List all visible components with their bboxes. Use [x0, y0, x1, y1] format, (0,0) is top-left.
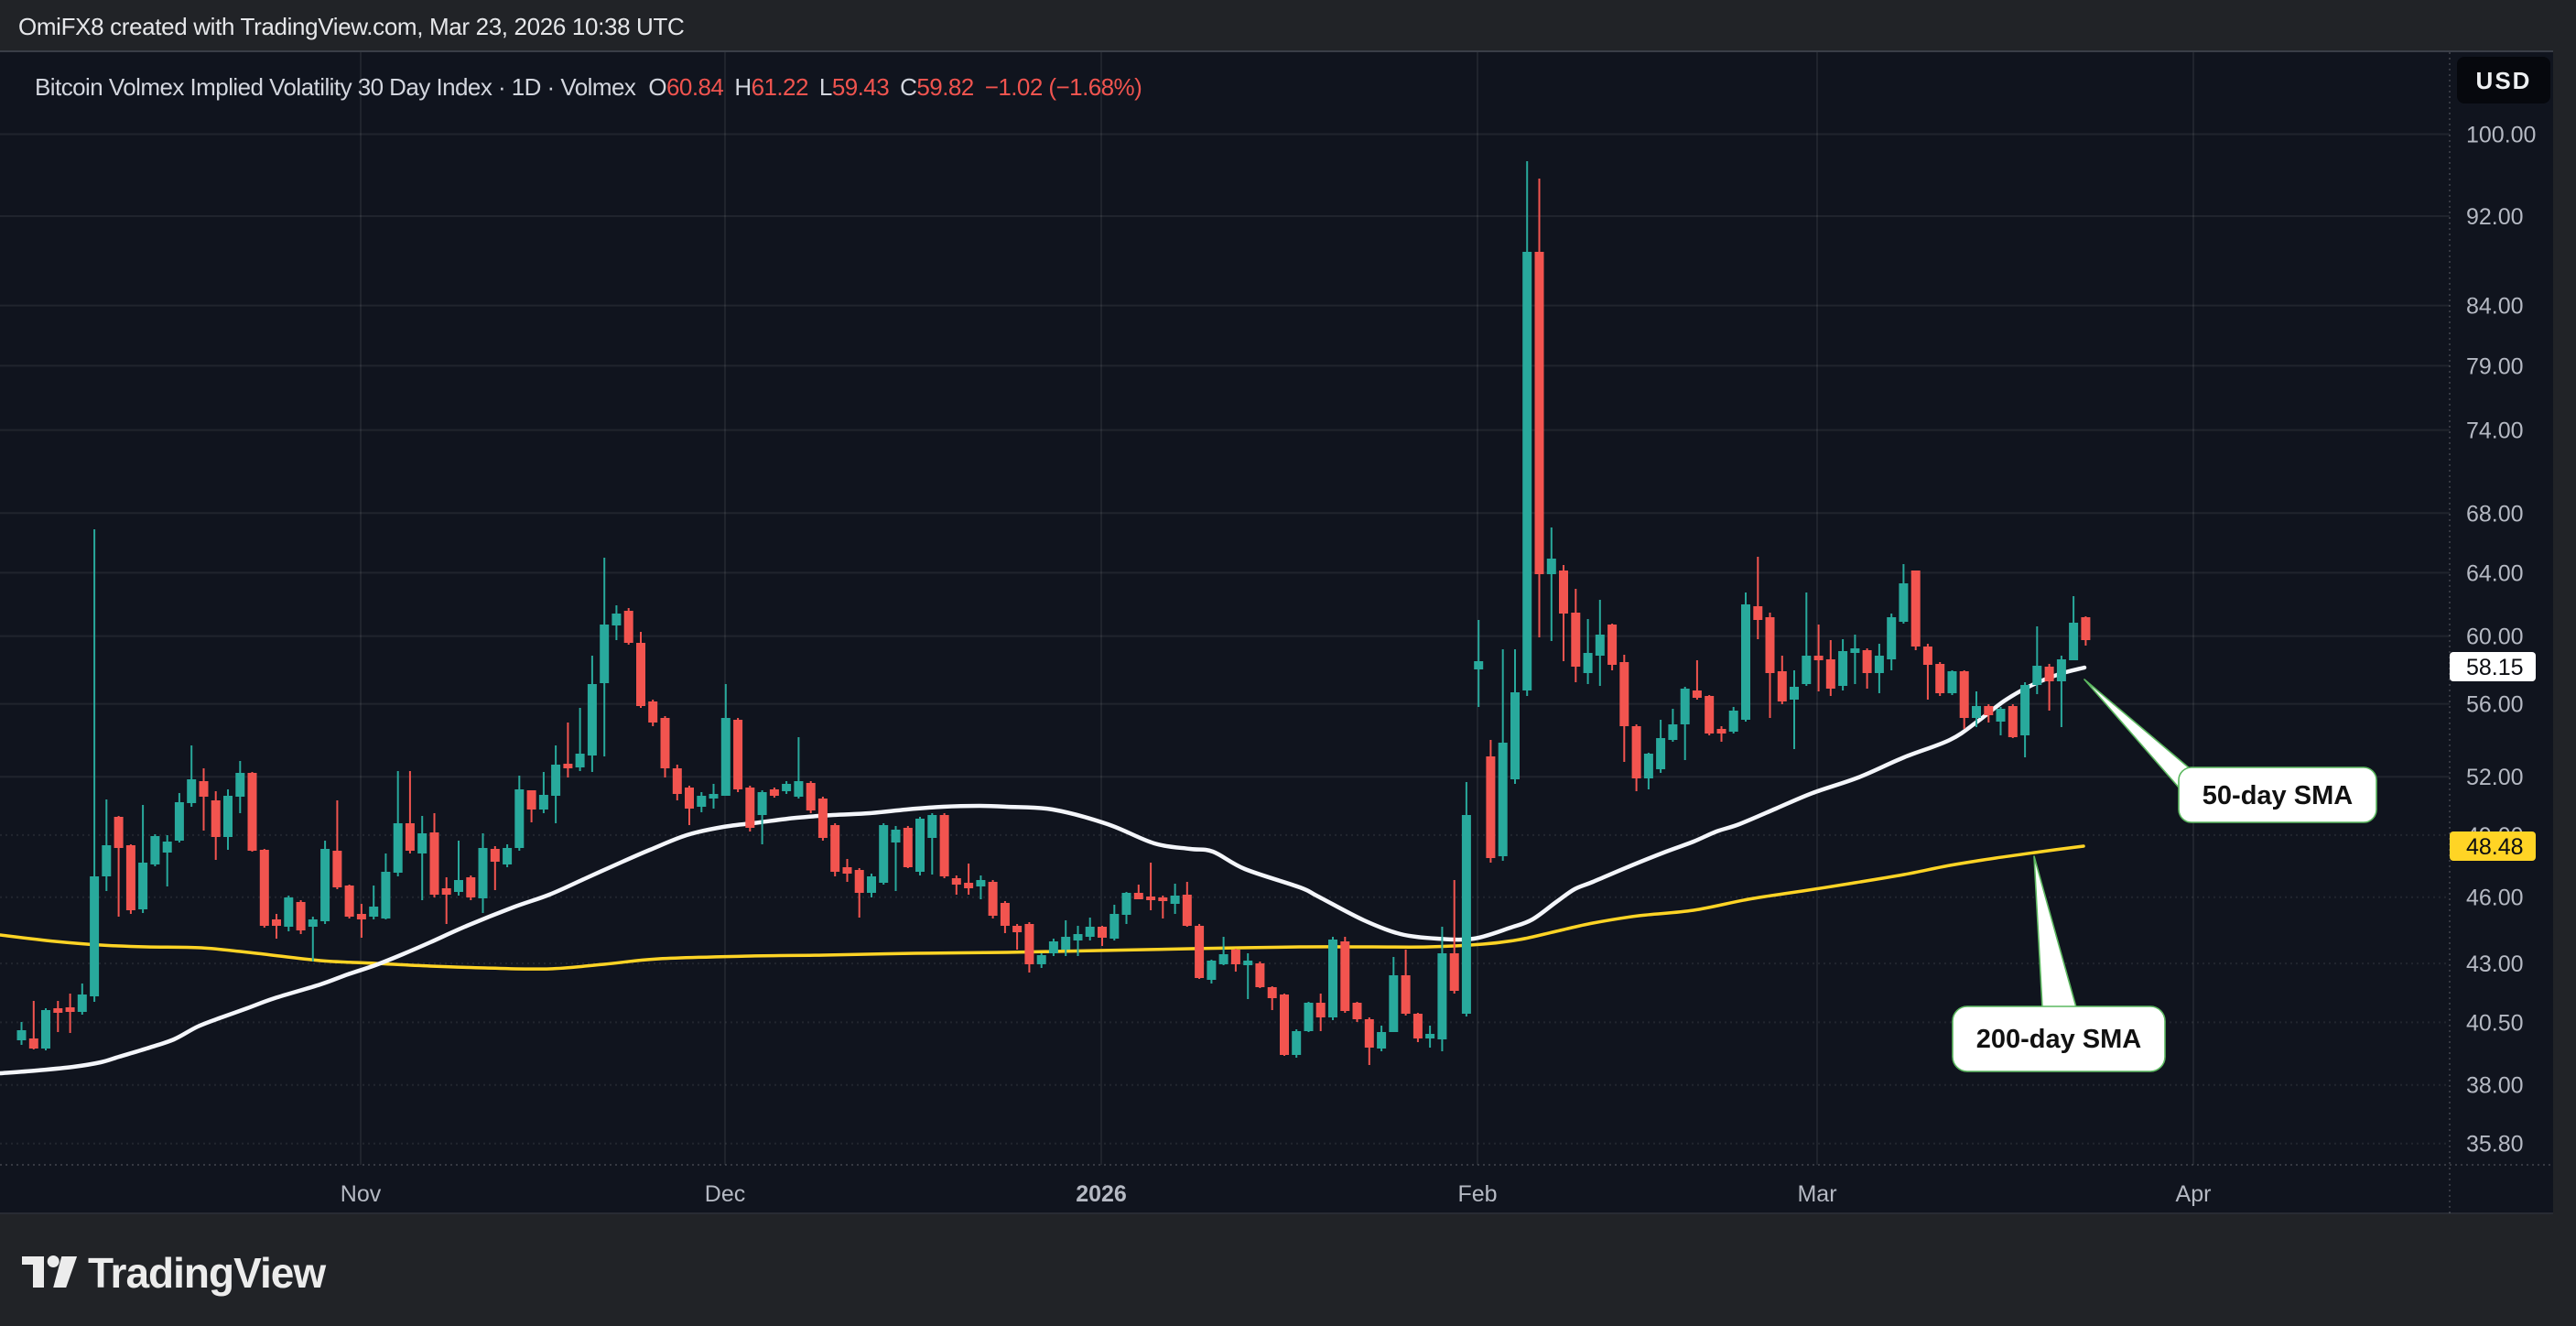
svg-text:48.48: 48.48: [2466, 834, 2524, 860]
svg-text:USD: USD: [2476, 67, 2532, 94]
svg-text:Bitcoin Volmex Implied Volatil: Bitcoin Volmex Implied Volatility 30 Day…: [35, 73, 1142, 101]
svg-text:2026: 2026: [1076, 1181, 1127, 1207]
svg-text:TradingView: TradingView: [88, 1249, 326, 1297]
svg-text:58.15: 58.15: [2466, 655, 2524, 680]
svg-text:74.00: 74.00: [2466, 418, 2524, 444]
svg-text:92.00: 92.00: [2466, 204, 2524, 230]
svg-text:100.00: 100.00: [2466, 123, 2536, 148]
svg-text:43.00: 43.00: [2466, 951, 2524, 977]
svg-text:56.00: 56.00: [2466, 692, 2524, 718]
svg-text:Feb: Feb: [1457, 1181, 1497, 1207]
svg-text:Dec: Dec: [705, 1181, 745, 1207]
svg-text:52.00: 52.00: [2466, 765, 2524, 790]
svg-text:64.00: 64.00: [2466, 560, 2524, 586]
svg-text:40.50: 40.50: [2466, 1010, 2524, 1036]
svg-text:68.00: 68.00: [2466, 501, 2524, 527]
svg-text:84.00: 84.00: [2466, 294, 2524, 320]
svg-text:50-day SMA: 50-day SMA: [2203, 781, 2353, 810]
svg-text:79.00: 79.00: [2466, 353, 2524, 379]
svg-text:Mar: Mar: [1797, 1181, 1836, 1207]
svg-text:35.80: 35.80: [2466, 1132, 2524, 1158]
svg-text:60.00: 60.00: [2466, 625, 2524, 650]
svg-text:OmiFX8 created with TradingVie: OmiFX8 created with TradingView.com, Mar…: [18, 13, 684, 40]
svg-text:200-day SMA: 200-day SMA: [1976, 1025, 2142, 1054]
svg-text:38.00: 38.00: [2466, 1073, 2524, 1099]
svg-text:46.00: 46.00: [2466, 886, 2524, 911]
svg-text:Nov: Nov: [341, 1181, 382, 1207]
svg-text:Apr: Apr: [2176, 1181, 2212, 1207]
